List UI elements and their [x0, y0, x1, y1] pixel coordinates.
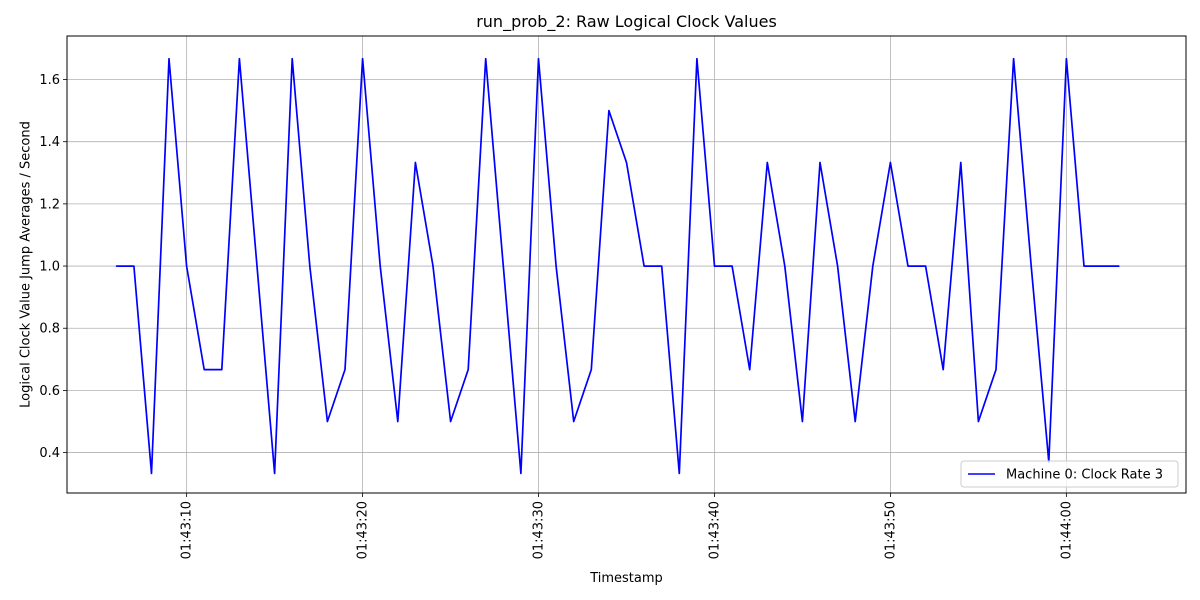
x-axis-label: Timestamp: [589, 571, 663, 586]
data-point: [960, 161, 962, 164]
data-point: [186, 265, 188, 267]
data-point: [749, 368, 751, 371]
data-point: [133, 265, 135, 267]
x-tick-label: 01:43:30: [532, 501, 547, 559]
data-point: [414, 161, 416, 164]
data-point: [643, 265, 645, 267]
data-point: [168, 58, 170, 60]
data-point: [449, 420, 452, 423]
x-tick-label: 01:43:50: [883, 501, 898, 559]
data-point: [1100, 265, 1103, 267]
data-point: [977, 420, 979, 423]
data-point: [326, 420, 328, 423]
data-point: [344, 368, 346, 371]
x-tick-label: 01:43:10: [180, 501, 195, 559]
data-point: [801, 420, 804, 423]
data-point: [150, 472, 153, 475]
data-point: [520, 472, 522, 475]
plot-frame: [66, 35, 1187, 494]
series-line: [116, 57, 1120, 475]
data-point: [678, 472, 680, 475]
data-point: [713, 265, 716, 267]
legend-label: Machine 0: Clock Rate 3: [1006, 468, 1163, 483]
data-point: [608, 110, 610, 112]
y-tick-label: 0.8: [39, 322, 60, 337]
data-point: [925, 265, 927, 267]
legend: Machine 0: Clock Rate 3: [960, 460, 1179, 488]
x-tick-label: 01:43:20: [356, 501, 371, 559]
data-point: [872, 265, 874, 267]
y-axis-ticks: 0.4 0.6 0.8 1.0 1.2 1.4 1.6: [39, 73, 67, 461]
y-tick-label: 1.6: [39, 73, 60, 88]
data-point: [696, 58, 698, 60]
data-point: [203, 368, 205, 371]
data-point: [432, 265, 434, 267]
data-point: [379, 265, 381, 267]
data-point: [485, 58, 487, 60]
data-point: [837, 265, 839, 267]
data-point: [1065, 58, 1067, 60]
data-point: [115, 265, 117, 267]
data-point: [889, 161, 892, 164]
y-tick-label: 0.6: [39, 384, 60, 399]
data-point: [274, 472, 276, 475]
data-point: [942, 368, 944, 371]
x-tick-label: 01:44:00: [1059, 501, 1074, 559]
data-point: [766, 161, 768, 164]
data-point: [221, 368, 223, 371]
y-tick-label: 1.4: [39, 135, 60, 150]
data-point: [819, 161, 821, 164]
data-point: [661, 265, 663, 267]
data-point: [467, 368, 469, 371]
data-point: [502, 265, 504, 267]
data-point: [1083, 265, 1085, 267]
data-layer: [115, 57, 1120, 475]
y-tick-label: 0.4: [39, 446, 60, 461]
data-point: [309, 265, 311, 267]
x-tick-label: 01:43:40: [707, 501, 722, 559]
data-point: [995, 368, 997, 371]
data-point: [291, 58, 293, 60]
y-axis-label: Logical Clock Value Jump Averages / Seco…: [19, 121, 34, 408]
data-point: [1012, 58, 1015, 60]
data-point: [1118, 265, 1120, 267]
grid-lines: [67, 36, 1186, 493]
data-point: [573, 420, 575, 423]
data-point: [854, 420, 856, 423]
data-point: [555, 265, 557, 267]
data-point: [238, 58, 241, 60]
legend-box: [960, 460, 1179, 488]
x-axis-ticks: 01:43:10 01:43:20 01:43:30 01:43:40 01:43:50…: [180, 493, 1074, 559]
data-point: [625, 161, 628, 164]
data-point: [256, 265, 258, 267]
data-point: [361, 58, 364, 60]
data-point: [731, 265, 733, 267]
data-point: [537, 58, 540, 60]
y-tick-label: 1.2: [39, 197, 60, 212]
data-point: [1030, 265, 1032, 267]
data-point: [397, 420, 399, 423]
chart-title: run_prob_2: Raw Logical Clock Values: [476, 12, 777, 32]
y-tick-label: 1.0: [39, 260, 60, 275]
data-point: [907, 265, 909, 267]
data-point: [784, 265, 786, 267]
data-point: [590, 368, 592, 371]
